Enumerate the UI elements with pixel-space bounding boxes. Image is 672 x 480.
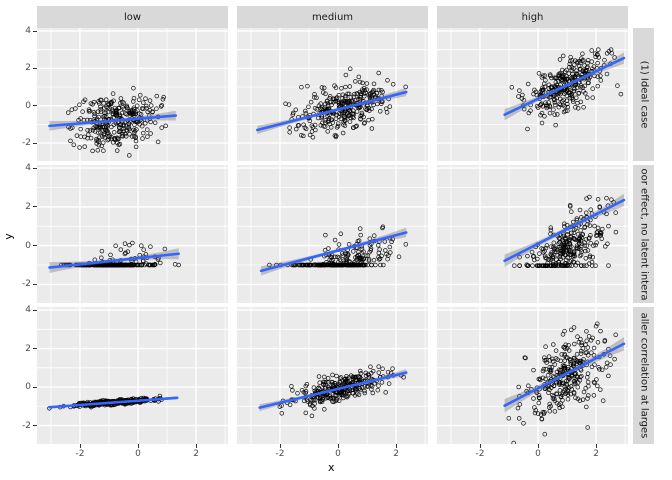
y-tick-label: 2 xyxy=(25,343,31,354)
facet-panel-r1-c1 xyxy=(237,165,428,303)
facet-row-label: oor effect, no latent intera xyxy=(638,168,650,300)
y-axis-title: y xyxy=(1,233,15,240)
y-tick-label: 0 xyxy=(25,100,31,111)
x-tick-mark xyxy=(337,444,339,448)
x-tick-mark xyxy=(137,444,139,448)
x-tick-label: 2 xyxy=(593,449,599,459)
y-tick-label: -2 xyxy=(22,279,31,290)
x-tick-label: 0 xyxy=(335,449,341,459)
facet-panel-r0-c0 xyxy=(37,28,228,161)
x-tick-label: 2 xyxy=(393,449,399,459)
facet-col-label: low xyxy=(123,11,142,23)
x-tick-label: 2 xyxy=(193,449,199,459)
facet-panel-r0-c1 xyxy=(237,28,428,161)
y-tick-label: 4 xyxy=(25,305,31,316)
y-tick-mark xyxy=(33,425,37,426)
facet-col-label: medium xyxy=(311,11,354,23)
x-tick-mark xyxy=(395,444,397,448)
y-tick-mark xyxy=(33,142,37,144)
facet-col-strip-medium: medium xyxy=(237,6,428,28)
x-tick-mark xyxy=(79,444,81,448)
facet-panel-r2-c1 xyxy=(237,307,428,444)
y-tick-mark xyxy=(33,309,37,311)
facet-panel-r2-c0 xyxy=(37,307,228,444)
x-tick-mark xyxy=(195,444,197,448)
facet-panel-r2-c2 xyxy=(437,307,628,444)
facet-col-strip-low: low xyxy=(37,6,228,28)
facet-row-label: aller correlation at larges xyxy=(638,312,649,439)
facet-panel-r0-c2 xyxy=(437,28,628,161)
facet-row-strip-ideal-case: (1) Ideal case xyxy=(633,28,654,161)
facet-panel-r1-c2 xyxy=(437,165,628,303)
x-tick-label: -2 xyxy=(75,449,85,459)
x-tick-label: 0 xyxy=(135,449,141,459)
y-tick-mark xyxy=(33,105,37,107)
y-tick-mark xyxy=(33,283,37,285)
y-tick-mark xyxy=(33,348,37,350)
y-tick-mark xyxy=(33,67,37,69)
facet-col-strip-high: high xyxy=(437,6,628,28)
y-tick-label: 0 xyxy=(25,240,31,251)
x-tick-label: 0 xyxy=(535,449,541,459)
facet-panel-r1-c0 xyxy=(37,165,228,303)
facet-col-label: high xyxy=(521,11,544,23)
y-tick-label: 4 xyxy=(25,163,31,174)
y-tick-label: 2 xyxy=(25,201,31,212)
x-tick-mark xyxy=(595,444,597,448)
y-tick-mark xyxy=(33,386,37,388)
x-tick-mark xyxy=(537,444,539,448)
facet-row-strip-smaller-correlation: aller correlation at larges xyxy=(633,307,654,444)
facet-row-label: (1) Ideal case xyxy=(638,60,649,129)
facet-row-strip-floor-effect: oor effect, no latent intera xyxy=(633,165,654,303)
y-tick-mark xyxy=(33,245,37,247)
y-tick-mark xyxy=(33,30,37,32)
y-tick-label: 0 xyxy=(25,382,31,392)
x-tick-label: -2 xyxy=(275,449,285,459)
x-tick-mark xyxy=(479,444,481,448)
y-tick-mark xyxy=(33,167,37,169)
x-axis-title: x xyxy=(328,461,335,474)
x-tick-mark xyxy=(279,444,281,448)
y-tick-label: 4 xyxy=(25,26,31,36)
y-tick-mark xyxy=(33,206,37,208)
y-tick-label: -2 xyxy=(22,420,31,431)
x-tick-label: -2 xyxy=(475,449,485,459)
y-tick-label: -2 xyxy=(22,138,31,149)
y-tick-label: 2 xyxy=(25,63,31,74)
